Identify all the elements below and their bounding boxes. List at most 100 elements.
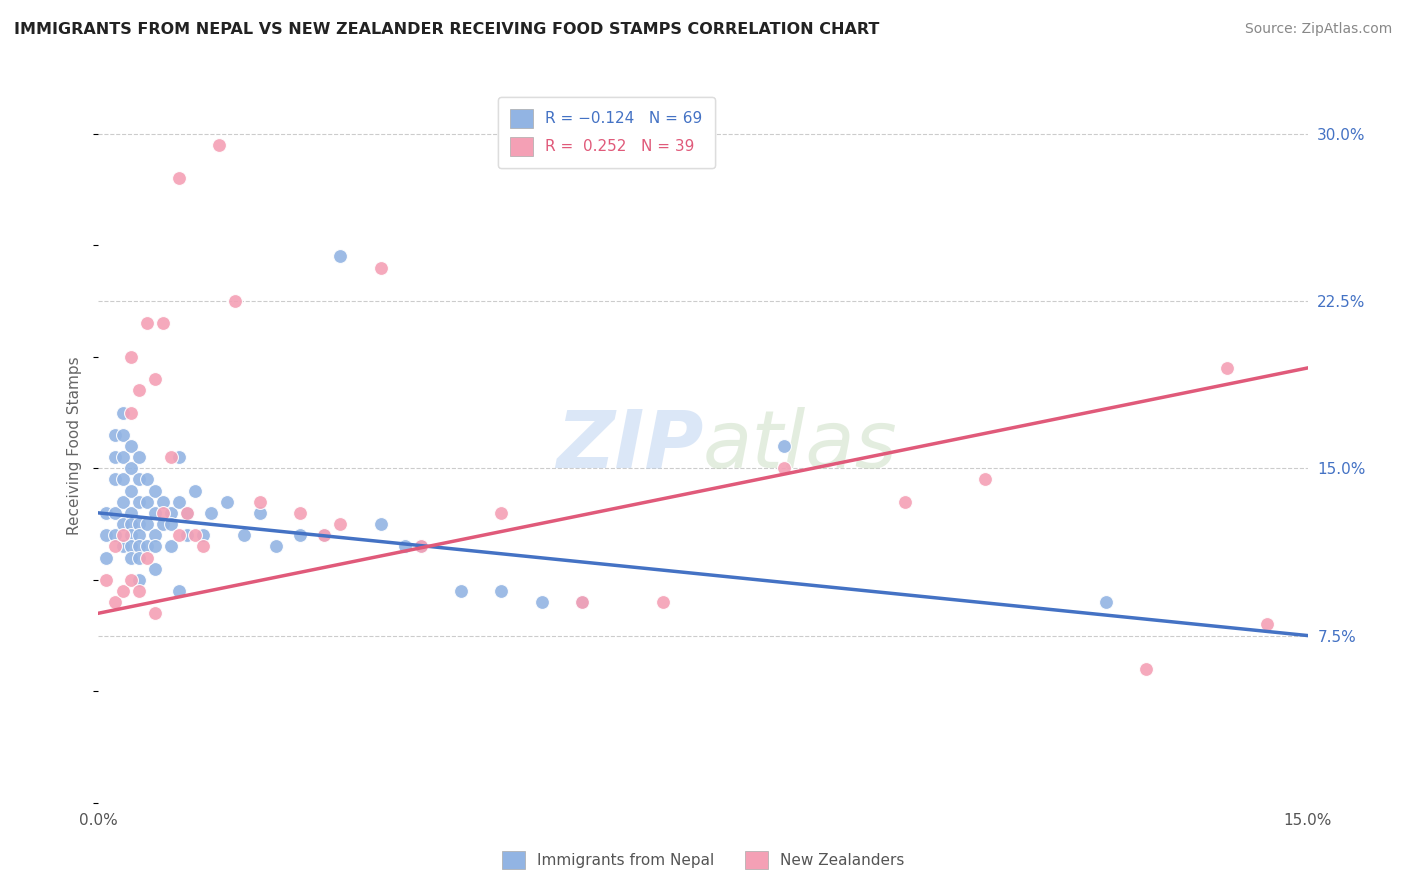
- Point: [167, 528, 190, 542]
- Point: [103, 473, 125, 487]
- Point: [160, 506, 183, 520]
- Y-axis label: Receiving Food Stamps: Receiving Food Stamps: [67, 357, 83, 535]
- Point: [120, 506, 142, 520]
- Point: [128, 539, 150, 553]
- Point: [96, 528, 118, 542]
- Point: [193, 528, 215, 542]
- Text: Source: ZipAtlas.com: Source: ZipAtlas.com: [1244, 22, 1392, 37]
- Point: [314, 528, 336, 542]
- Point: [128, 384, 150, 398]
- Legend: R = −0.124   N = 69, R =  0.252   N = 39: R = −0.124 N = 69, R = 0.252 N = 39: [498, 97, 714, 168]
- Point: [103, 539, 125, 553]
- Point: [120, 539, 142, 553]
- Point: [152, 516, 174, 531]
- Point: [200, 506, 222, 520]
- Point: [184, 483, 207, 498]
- Point: [1135, 662, 1157, 676]
- Point: [120, 528, 142, 542]
- Point: [193, 539, 215, 553]
- Point: [143, 539, 166, 553]
- Point: [450, 583, 472, 598]
- Point: [143, 562, 166, 576]
- Point: [491, 583, 513, 598]
- Point: [152, 316, 174, 330]
- Point: [1216, 360, 1239, 375]
- Point: [135, 550, 157, 565]
- Point: [111, 516, 134, 531]
- Point: [111, 427, 134, 442]
- Point: [143, 372, 166, 386]
- Point: [111, 450, 134, 464]
- Point: [893, 494, 915, 508]
- Point: [128, 583, 150, 598]
- Point: [288, 528, 311, 542]
- Point: [103, 450, 125, 464]
- Point: [394, 539, 416, 553]
- Point: [120, 405, 142, 419]
- Point: [135, 473, 157, 487]
- Point: [167, 583, 190, 598]
- Point: [184, 528, 207, 542]
- Point: [288, 506, 311, 520]
- Point: [160, 516, 183, 531]
- Point: [111, 539, 134, 553]
- Point: [135, 316, 157, 330]
- Point: [143, 483, 166, 498]
- Point: [135, 516, 157, 531]
- Point: [135, 539, 157, 553]
- Point: [128, 528, 150, 542]
- Point: [176, 506, 198, 520]
- Point: [128, 516, 150, 531]
- Point: [128, 573, 150, 587]
- Point: [120, 550, 142, 565]
- Point: [176, 506, 198, 520]
- Point: [176, 528, 198, 542]
- Point: [772, 461, 794, 475]
- Point: [120, 439, 142, 453]
- Point: [135, 494, 157, 508]
- Point: [103, 595, 125, 609]
- Point: [120, 573, 142, 587]
- Point: [329, 249, 352, 264]
- Point: [120, 516, 142, 531]
- Point: [249, 494, 271, 508]
- Point: [96, 573, 118, 587]
- Point: [96, 550, 118, 565]
- Point: [152, 506, 174, 520]
- Legend: Immigrants from Nepal, New Zealanders: Immigrants from Nepal, New Zealanders: [496, 845, 910, 875]
- Point: [772, 439, 794, 453]
- Point: [143, 528, 166, 542]
- Point: [128, 450, 150, 464]
- Point: [571, 595, 593, 609]
- Point: [128, 494, 150, 508]
- Point: [152, 494, 174, 508]
- Point: [329, 516, 352, 531]
- Text: atlas: atlas: [703, 407, 898, 485]
- Point: [160, 539, 183, 553]
- Point: [370, 260, 392, 275]
- Point: [128, 473, 150, 487]
- Point: [232, 528, 254, 542]
- Point: [103, 427, 125, 442]
- Point: [111, 583, 134, 598]
- Point: [571, 595, 593, 609]
- Point: [96, 506, 118, 520]
- Point: [370, 516, 392, 531]
- Point: [409, 539, 432, 553]
- Point: [143, 506, 166, 520]
- Point: [111, 494, 134, 508]
- Point: [167, 450, 190, 464]
- Point: [167, 171, 190, 186]
- Point: [651, 595, 673, 609]
- Point: [120, 461, 142, 475]
- Point: [974, 473, 997, 487]
- Text: IMMIGRANTS FROM NEPAL VS NEW ZEALANDER RECEIVING FOOD STAMPS CORRELATION CHART: IMMIGRANTS FROM NEPAL VS NEW ZEALANDER R…: [14, 22, 879, 37]
- Text: ZIP: ZIP: [555, 407, 703, 485]
- Point: [224, 293, 246, 308]
- Point: [103, 528, 125, 542]
- Point: [128, 550, 150, 565]
- Point: [111, 405, 134, 419]
- Point: [409, 539, 432, 553]
- Point: [160, 450, 183, 464]
- Point: [264, 539, 287, 553]
